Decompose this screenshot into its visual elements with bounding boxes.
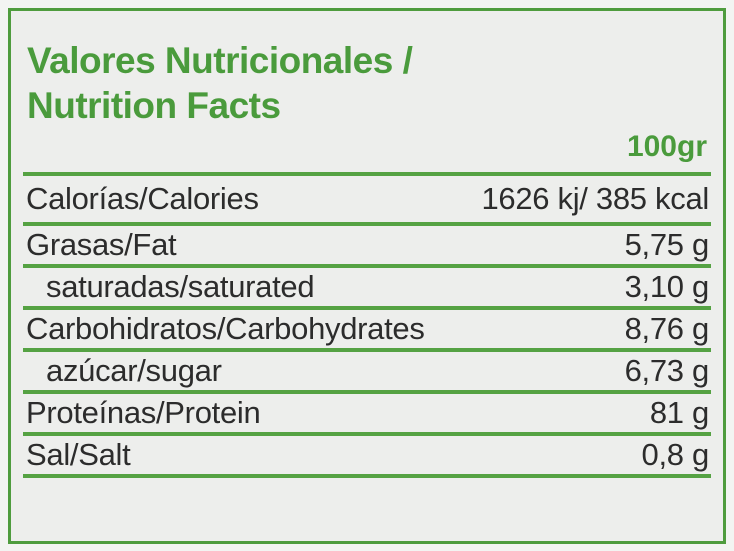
serving-size: 100gr <box>626 130 707 163</box>
table-row-calories: Calorías/Calories 1626 kj/ 385 kcal <box>23 176 711 226</box>
label-title-line1: Valores Nutricionales / <box>27 40 413 81</box>
table-row-fat: Grasas/Fat 5,75 g <box>23 226 711 268</box>
table-row-saturated: saturadas/saturated 3,10 g <box>23 268 711 310</box>
table-row-protein: Proteínas/Protein 81 g <box>23 394 711 436</box>
label-title: Valores Nutricionales / Nutrition Facts <box>27 38 709 128</box>
row-value: 6,73 g <box>624 353 710 388</box>
table-row-salt: Sal/Salt 0,8 g <box>23 436 711 478</box>
label-title-line2: Nutrition Facts <box>27 85 281 126</box>
table-row-sugar: azúcar/sugar 6,73 g <box>23 352 711 394</box>
row-label: Proteínas/Protein <box>26 395 261 430</box>
nutrition-table: Calorías/Calories 1626 kj/ 385 kcal Gras… <box>23 176 711 478</box>
row-label: Calorías/Calories <box>26 181 259 216</box>
label-header: Valores Nutricionales / Nutrition Facts … <box>23 11 711 163</box>
row-value: 3,10 g <box>624 269 710 304</box>
row-value: 81 g <box>649 395 709 430</box>
row-label: azúcar/sugar <box>46 353 222 388</box>
row-value: 8,76 g <box>624 311 710 346</box>
row-label: Sal/Salt <box>26 437 131 472</box>
header-divider <box>23 172 711 176</box>
nutrition-label-panel: Valores Nutricionales / Nutrition Facts … <box>8 8 726 544</box>
row-value: 1626 kj/ 385 kcal <box>481 181 709 216</box>
row-value: 0,8 g <box>641 437 710 472</box>
row-label: Carbohidratos/Carbohydrates <box>26 311 425 346</box>
row-value: 5,75 g <box>624 227 710 262</box>
row-label: saturadas/saturated <box>46 269 315 304</box>
table-row-carbohydrates: Carbohidratos/Carbohydrates 8,76 g <box>23 310 711 352</box>
row-label: Grasas/Fat <box>26 227 177 262</box>
